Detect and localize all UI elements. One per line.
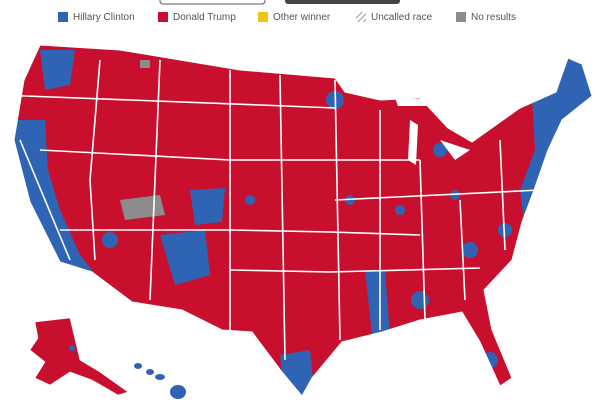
legend-swatch [456, 12, 466, 22]
us-map [14, 45, 592, 396]
lakes [395, 98, 470, 165]
legend-label: Uncalled race [371, 12, 433, 23]
legend-label: Hillary Clinton [73, 12, 135, 23]
legend-swatch [258, 12, 268, 22]
legend-swatch [356, 12, 366, 22]
tab[interactable] [285, 0, 400, 4]
hawaii [134, 363, 186, 399]
legend-label: Other winner [273, 12, 331, 23]
alaska [29, 317, 129, 396]
legend-label: No results [471, 12, 516, 23]
legend: Hillary Clinton Donald Trump Other winner U… [58, 12, 516, 23]
us-outline [13, 44, 593, 397]
legend-swatch [58, 12, 68, 22]
alaska-district [69, 345, 75, 351]
legend-label: Donald Trump [173, 12, 236, 23]
legend-swatch [158, 12, 168, 22]
tab[interactable] [159, 0, 266, 5]
